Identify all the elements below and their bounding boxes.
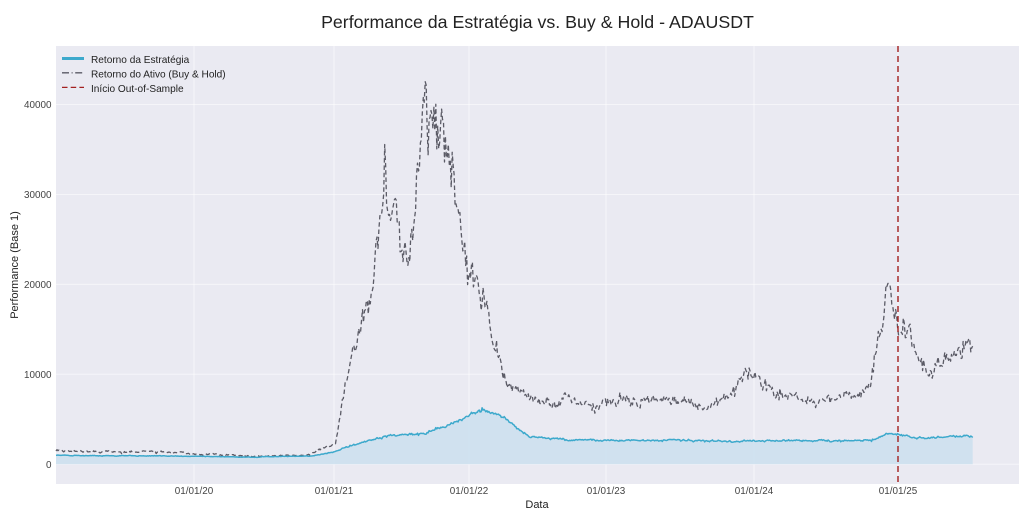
svg-text:01/01/24: 01/01/24 — [735, 486, 774, 497]
svg-text:20000: 20000 — [24, 280, 52, 291]
svg-text:01/01/21: 01/01/21 — [315, 486, 354, 497]
svg-text:0: 0 — [46, 460, 52, 471]
svg-text:10000: 10000 — [24, 370, 52, 381]
svg-text:01/01/20: 01/01/20 — [175, 486, 214, 497]
svg-text:Performance (Base 1): Performance (Base 1) — [9, 211, 21, 319]
svg-text:Data: Data — [525, 499, 549, 511]
svg-text:01/01/22: 01/01/22 — [450, 486, 488, 497]
svg-text:Retorno do Ativo (Buy & Hold): Retorno do Ativo (Buy & Hold) — [91, 70, 226, 81]
svg-text:Início Out-of-Sample: Início Out-of-Sample — [91, 84, 184, 95]
svg-text:Retorno da Estratégia: Retorno da Estratégia — [91, 55, 190, 66]
svg-text:01/01/23: 01/01/23 — [587, 486, 626, 497]
svg-text:40000: 40000 — [24, 100, 52, 111]
svg-text:30000: 30000 — [24, 190, 52, 201]
svg-text:01/01/25: 01/01/25 — [879, 486, 918, 497]
